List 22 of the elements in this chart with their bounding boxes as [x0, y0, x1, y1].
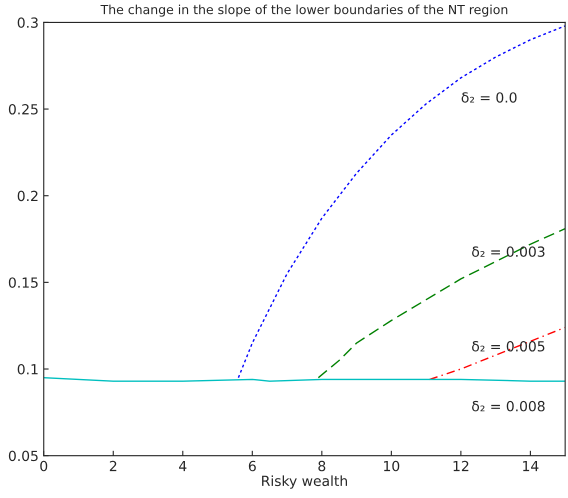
x-tick-label: 6: [248, 460, 256, 472]
series-label: δ₂ = 0.008: [472, 400, 545, 412]
y-tick-label: 0.3: [18, 17, 38, 28]
x-tick-label: 4: [179, 460, 186, 472]
x-tick-label: 14: [523, 460, 538, 472]
line-series: [238, 25, 566, 378]
y-tick-label: 0.2: [18, 190, 38, 202]
y-tick-label: 0.05: [8, 450, 38, 462]
line-series: [428, 326, 566, 380]
x-axis-title: Risky wealth: [262, 475, 347, 489]
y-tick-label: 0.15: [8, 277, 38, 288]
y-tick-label: 0.25: [8, 104, 38, 115]
x-tick-label: 10: [384, 460, 400, 472]
line-series: [318, 228, 566, 378]
series-label: δ₂ = 0.0: [462, 92, 517, 103]
x-tick-label: 8: [318, 460, 326, 472]
chart-title: The change in the slope of the lower boundaries of the NT region: [100, 4, 508, 17]
y-tick-label: 0.1: [18, 364, 38, 374]
x-tick-label: 2: [110, 460, 116, 472]
x-tick-label: 12: [454, 460, 468, 472]
x-tick-label: 0: [40, 460, 48, 472]
series-label: δ₂ = 0.003: [472, 246, 544, 257]
